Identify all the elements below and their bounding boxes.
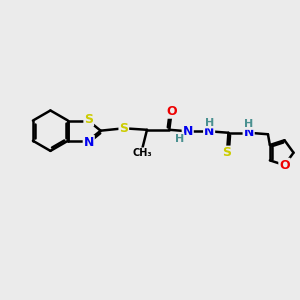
Text: S: S bbox=[222, 146, 231, 160]
Text: S: S bbox=[84, 112, 93, 126]
Text: N: N bbox=[244, 126, 254, 139]
Text: S: S bbox=[119, 122, 128, 135]
Text: O: O bbox=[279, 159, 290, 172]
Text: O: O bbox=[167, 105, 177, 118]
Text: H: H bbox=[205, 118, 214, 128]
Text: H: H bbox=[175, 134, 184, 144]
Text: H: H bbox=[244, 119, 254, 129]
Text: N: N bbox=[84, 136, 94, 149]
Text: N: N bbox=[182, 125, 193, 138]
Text: N: N bbox=[204, 125, 214, 138]
Text: CH₃: CH₃ bbox=[132, 148, 152, 158]
